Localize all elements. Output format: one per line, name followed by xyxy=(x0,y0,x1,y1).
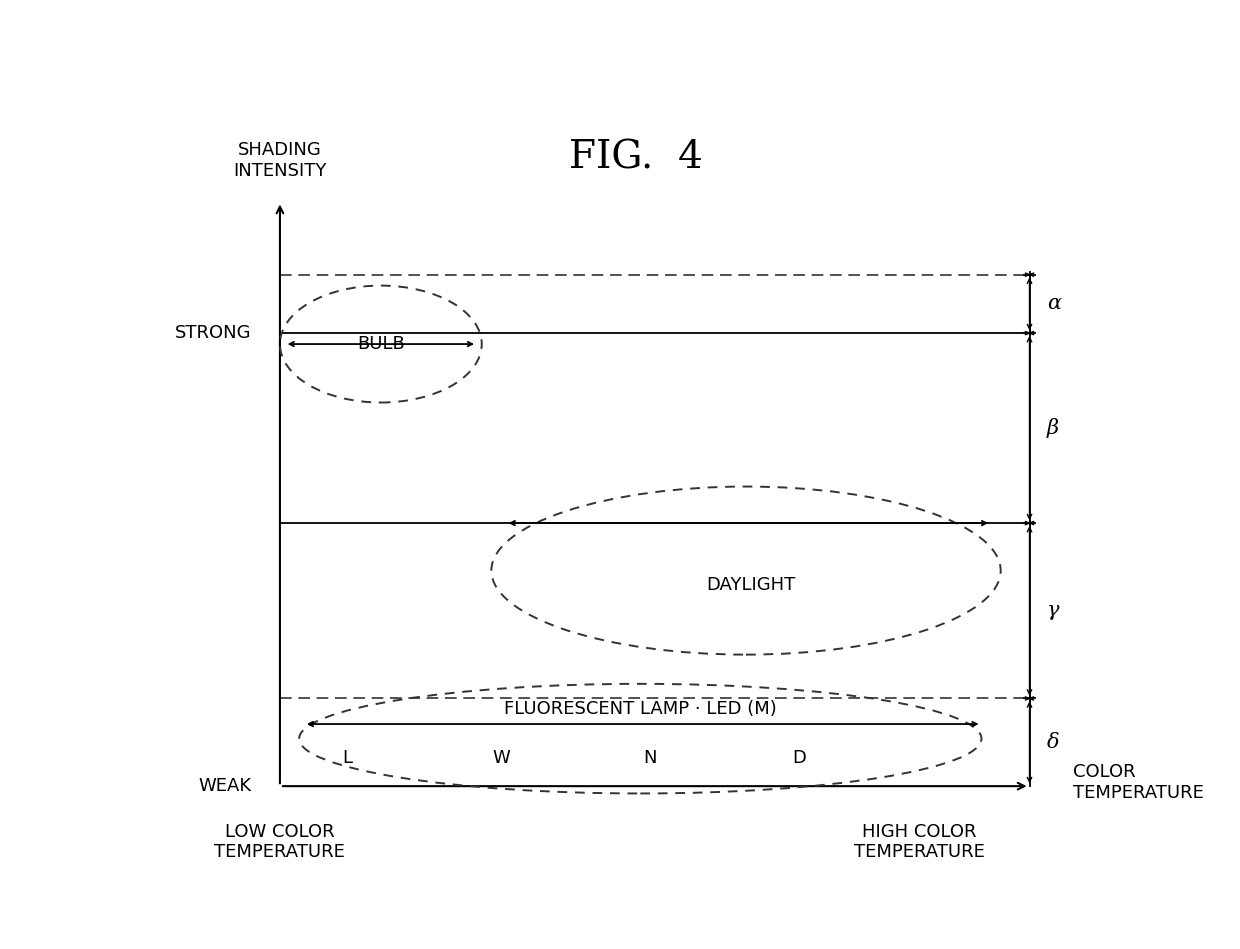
Text: STRONG: STRONG xyxy=(175,325,250,342)
Text: SHADING
INTENSITY: SHADING INTENSITY xyxy=(233,140,326,179)
Text: FLUORESCENT LAMP · LED (M): FLUORESCENT LAMP · LED (M) xyxy=(503,700,776,718)
Text: BULB: BULB xyxy=(357,335,404,353)
Text: WEAK: WEAK xyxy=(198,777,250,795)
Text: HIGH COLOR
TEMPERATURE: HIGH COLOR TEMPERATURE xyxy=(853,823,985,862)
Text: DAYLIGHT: DAYLIGHT xyxy=(707,576,795,594)
Text: D: D xyxy=(792,750,806,768)
Text: FIG.  4: FIG. 4 xyxy=(569,140,702,177)
Text: α: α xyxy=(1047,294,1061,313)
Text: LOW COLOR
TEMPERATURE: LOW COLOR TEMPERATURE xyxy=(215,823,346,862)
Text: N: N xyxy=(644,750,657,768)
Text: β: β xyxy=(1047,419,1059,438)
Text: COLOR
TEMPERATURE: COLOR TEMPERATURE xyxy=(1073,763,1204,802)
Text: L: L xyxy=(342,750,352,768)
Text: δ: δ xyxy=(1047,733,1059,752)
Text: W: W xyxy=(492,750,510,768)
Text: γ: γ xyxy=(1047,602,1059,621)
